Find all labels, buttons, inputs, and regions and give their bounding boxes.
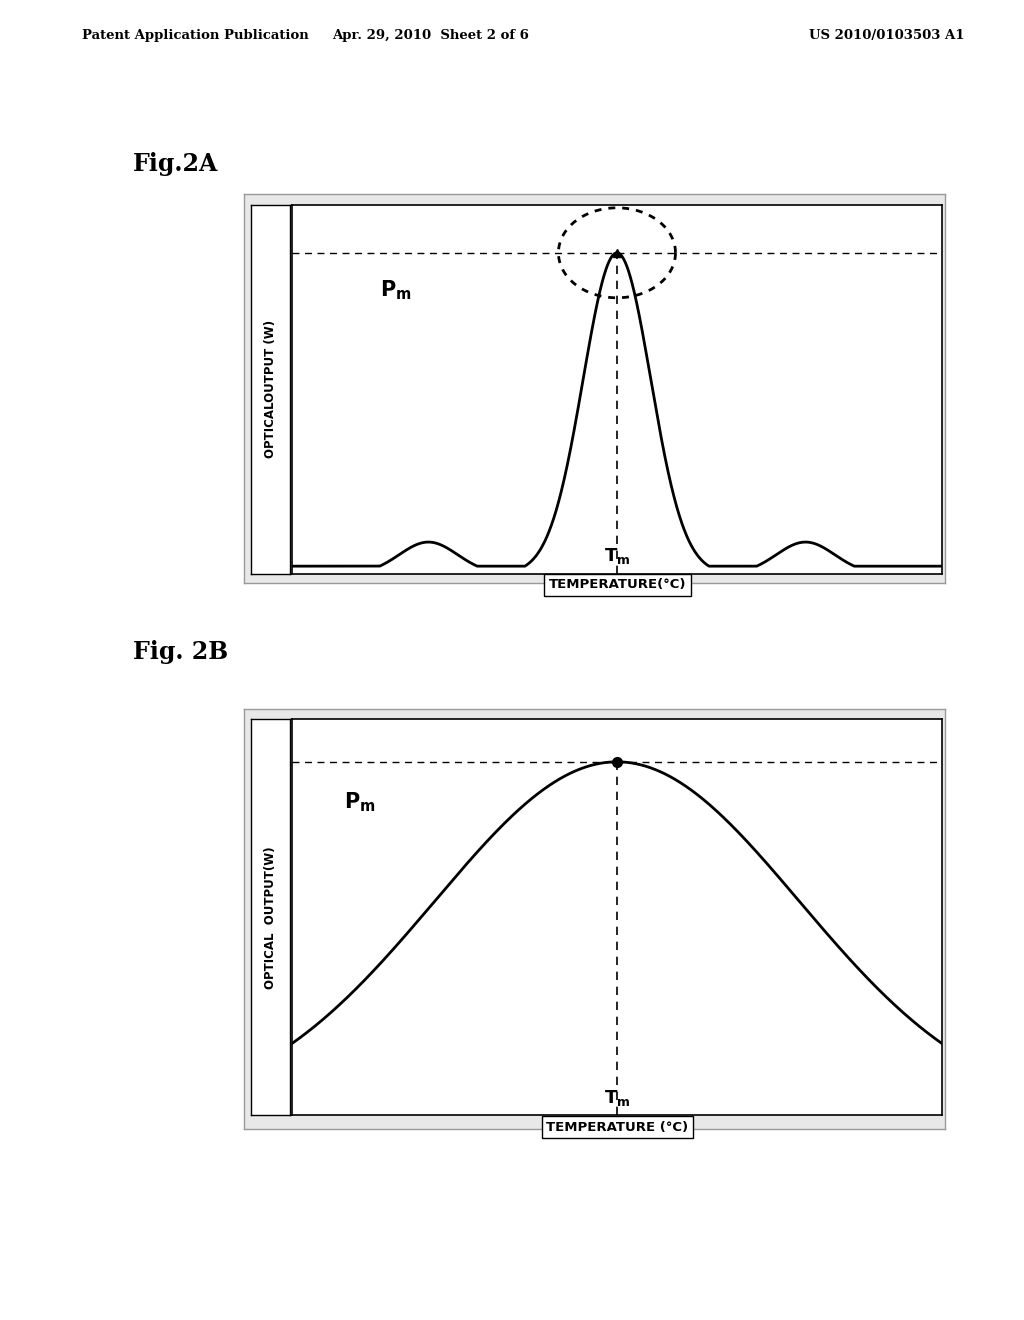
Text: OPTICALOUTPUT (W): OPTICALOUTPUT (W)	[264, 321, 276, 458]
Text: $\mathbf{T_m}$: $\mathbf{T_m}$	[604, 546, 630, 566]
Text: $\mathbf{P_m}$: $\mathbf{P_m}$	[380, 279, 412, 302]
Text: TEMPERATURE (°C): TEMPERATURE (°C)	[547, 1121, 688, 1134]
Text: US 2010/0103503 A1: US 2010/0103503 A1	[809, 29, 965, 42]
Text: Fig. 2B: Fig. 2B	[133, 640, 228, 664]
Text: Fig.2A: Fig.2A	[133, 152, 218, 176]
Text: Patent Application Publication: Patent Application Publication	[82, 29, 308, 42]
Text: TEMPERATURE(°C): TEMPERATURE(°C)	[549, 578, 686, 591]
Text: Apr. 29, 2010  Sheet 2 of 6: Apr. 29, 2010 Sheet 2 of 6	[332, 29, 528, 42]
Text: $\mathbf{P_m}$: $\mathbf{P_m}$	[344, 791, 376, 814]
Text: $\mathbf{T_m}$: $\mathbf{T_m}$	[604, 1088, 630, 1109]
Text: OPTICAL  OUTPUT(W): OPTICAL OUTPUT(W)	[264, 846, 276, 989]
